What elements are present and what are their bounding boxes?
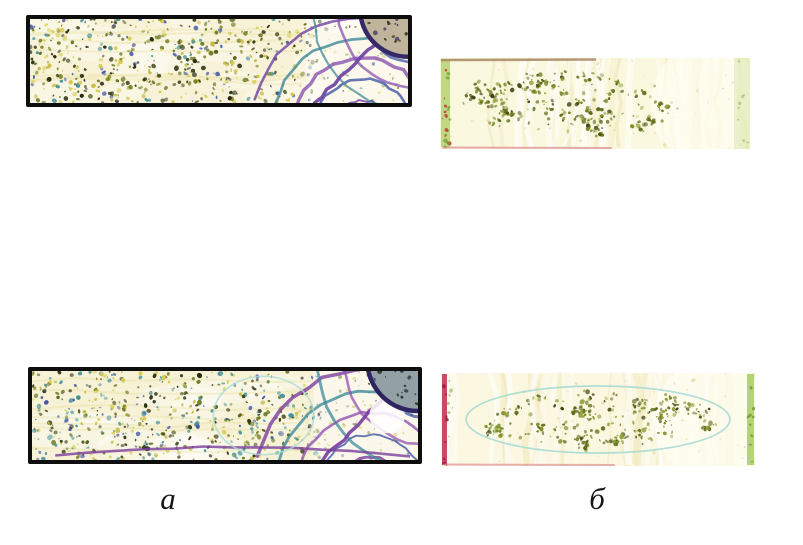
micrograph-panel-a-bottom	[28, 367, 422, 464]
micrograph-panel-b-top	[440, 58, 750, 149]
micrograph-image-a-top	[30, 19, 408, 103]
panel-label-a: а	[160, 481, 176, 516]
micrograph-image-a-bottom	[32, 371, 418, 460]
micrograph-panel-a-top	[26, 15, 412, 107]
micrograph-image-b-top	[440, 58, 750, 149]
panel-label-b: б	[589, 481, 605, 516]
micrograph-image-b-bottom	[441, 373, 755, 466]
micrograph-panel-b-bottom	[441, 373, 755, 466]
